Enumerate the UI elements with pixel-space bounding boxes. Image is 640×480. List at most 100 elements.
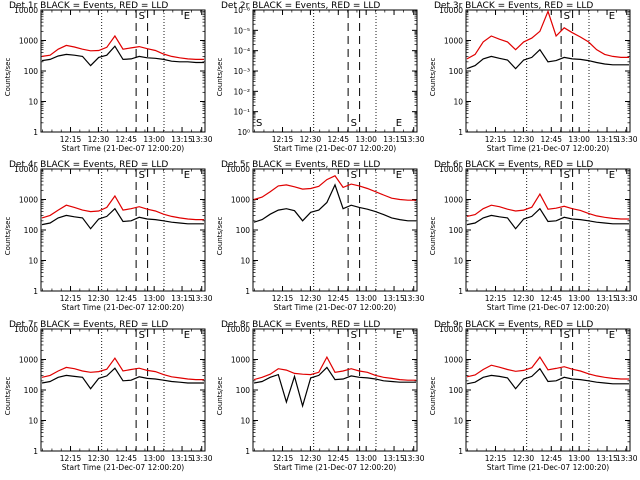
y-axis-label: Counts/sec bbox=[4, 58, 12, 97]
end-marker-label: E bbox=[396, 118, 402, 129]
x-tick-label: 12:15 bbox=[60, 135, 82, 144]
x-tick-label: 13:00 bbox=[143, 294, 165, 303]
series-line-lld bbox=[253, 355, 416, 381]
y-tick-label: 10000 bbox=[14, 165, 38, 174]
panel-title: Det 9r BLACK = Events, RED = LLD bbox=[434, 320, 593, 330]
start-marker-label: S bbox=[139, 170, 145, 181]
y-tick-label: 10 bbox=[28, 98, 38, 107]
x-tick-label: 12:15 bbox=[60, 294, 82, 303]
x-tick-label: 13:15 bbox=[596, 294, 618, 303]
plot-frame bbox=[40, 168, 206, 292]
y-tick-label: 10 bbox=[453, 417, 463, 426]
end-marker-label: E bbox=[609, 11, 615, 22]
y-tick-label: 10⁻⁶ bbox=[233, 6, 250, 15]
panel-det-4: Det 4r BLACK = Events, RED = LLD 1 10 100 10… bbox=[4, 160, 213, 312]
panel-title: Det 3r BLACK = Events, RED = LLD bbox=[434, 1, 593, 11]
panel-title: Det 8r BLACK = Events, RED = LLD bbox=[221, 320, 380, 330]
end-marker-label: E bbox=[609, 170, 615, 181]
series-line-lld bbox=[41, 34, 204, 61]
y-tick-label: 10 bbox=[453, 257, 463, 266]
y-tick-label: 10 bbox=[240, 417, 250, 426]
y-tick-label: 10000 bbox=[226, 325, 250, 334]
series-line-events bbox=[41, 45, 204, 67]
x-tick-label: 13:30 bbox=[191, 294, 213, 303]
end-marker-label: E bbox=[184, 330, 190, 341]
panel-det-2: Det 2r BLACK = Events, RED = LLD 10⁰ 10⁻¹ 1… bbox=[216, 1, 425, 153]
y-tick-label: 10000 bbox=[439, 165, 463, 174]
panel-det-7: Det 7r BLACK = Events, RED = LLD 1 10 100 10… bbox=[4, 320, 213, 472]
end-marker-label: E bbox=[396, 330, 402, 341]
y-tick-label: 10⁻³ bbox=[233, 67, 250, 76]
series-line-events bbox=[41, 367, 204, 390]
x-tick-label: 13:15 bbox=[596, 454, 618, 463]
x-tick-label: 12:45 bbox=[115, 135, 137, 144]
y-tick-label: 1000 bbox=[444, 37, 463, 46]
panel-det-6: Det 6r BLACK = Events, RED = LLD 1 10 100 10… bbox=[429, 160, 638, 312]
x-tick-label: 12:45 bbox=[540, 294, 562, 303]
series-line-events bbox=[41, 207, 204, 230]
y-axis-label: Counts/sec bbox=[216, 58, 224, 97]
x-tick-label: 13:00 bbox=[568, 135, 590, 144]
y-tick-label: 10 bbox=[28, 257, 38, 266]
y-tick-label: 100 bbox=[236, 386, 251, 395]
x-tick-label: 12:45 bbox=[540, 454, 562, 463]
x-tick-label: 12:15 bbox=[60, 454, 82, 463]
series-line-events bbox=[466, 367, 629, 390]
y-tick-label: 100 bbox=[449, 226, 464, 235]
panel-title: Det 2r BLACK = Events, RED = LLD bbox=[221, 1, 380, 11]
panel-det-1: Det 1r BLACK = Events, RED = LLD 1 10 100 10… bbox=[4, 1, 213, 153]
y-tick-label: 10000 bbox=[226, 165, 250, 174]
series-line-lld bbox=[253, 175, 416, 201]
y-tick-label: 100 bbox=[236, 226, 251, 235]
plot-frame bbox=[252, 168, 418, 292]
end-marker-label: E bbox=[184, 11, 190, 22]
x-tick-label: 13:30 bbox=[191, 454, 213, 463]
series-line-lld bbox=[466, 192, 629, 220]
series-line-lld bbox=[466, 356, 629, 380]
series-line-events bbox=[253, 366, 416, 409]
y-tick-label: 10⁻⁴ bbox=[233, 47, 250, 56]
x-tick-label: 13:15 bbox=[383, 454, 405, 463]
series-line-lld bbox=[41, 357, 204, 381]
plot-frame bbox=[40, 328, 206, 452]
plot-frame bbox=[252, 328, 418, 452]
y-axis-label: Counts/sec bbox=[4, 217, 12, 256]
y-tick-label: 10000 bbox=[14, 325, 38, 334]
x-tick-label: 13:15 bbox=[596, 135, 618, 144]
y-tick-label: 1 bbox=[245, 447, 250, 456]
y-tick-label: 10⁻⁵ bbox=[233, 26, 250, 35]
x-tick-label: 12:15 bbox=[485, 294, 507, 303]
x-axis-label: Start Time (21-Dec-07 12:00:20) bbox=[487, 303, 609, 312]
y-tick-label: 10 bbox=[240, 257, 250, 266]
x-axis-label: Start Time (21-Dec-07 12:00:20) bbox=[274, 303, 396, 312]
panel-title: Det 7r BLACK = Events, RED = LLD bbox=[9, 320, 168, 330]
y-tick-label: 1 bbox=[33, 287, 38, 296]
panel-det-5: Det 5r BLACK = Events, RED = LLD 1 10 100 10… bbox=[216, 160, 425, 312]
start-marker-label: S bbox=[564, 11, 570, 22]
x-axis-label: Start Time (21-Dec-07 12:00:20) bbox=[274, 144, 396, 153]
y-tick-label: 100 bbox=[24, 386, 39, 395]
x-tick-label: 12:45 bbox=[327, 294, 349, 303]
x-tick-label: 13:30 bbox=[616, 454, 638, 463]
y-tick-label: 100 bbox=[24, 226, 39, 235]
x-tick-label: 12:30 bbox=[513, 294, 535, 303]
x-tick-label: 12:30 bbox=[88, 454, 110, 463]
panel-title: Det 6r BLACK = Events, RED = LLD bbox=[434, 160, 593, 170]
y-tick-label: 1 bbox=[458, 128, 463, 137]
y-tick-label: 10000 bbox=[439, 325, 463, 334]
x-tick-label: 13:30 bbox=[403, 294, 425, 303]
plot-frame bbox=[465, 9, 631, 133]
end-marker-label: E bbox=[609, 330, 615, 341]
x-tick-label: 13:30 bbox=[191, 135, 213, 144]
x-tick-label: 13:00 bbox=[143, 454, 165, 463]
end-marker-label: E bbox=[184, 170, 190, 181]
y-axis-label: Counts/sec bbox=[216, 377, 224, 416]
y-tick-label: 100 bbox=[449, 67, 464, 76]
y-tick-label: 1 bbox=[33, 447, 38, 456]
y-axis-label: Counts/sec bbox=[429, 58, 437, 97]
y-tick-label: 1000 bbox=[19, 37, 38, 46]
y-tick-label: 1 bbox=[458, 447, 463, 456]
x-tick-label: 12:30 bbox=[513, 135, 535, 144]
start-marker-label: S bbox=[351, 330, 357, 341]
